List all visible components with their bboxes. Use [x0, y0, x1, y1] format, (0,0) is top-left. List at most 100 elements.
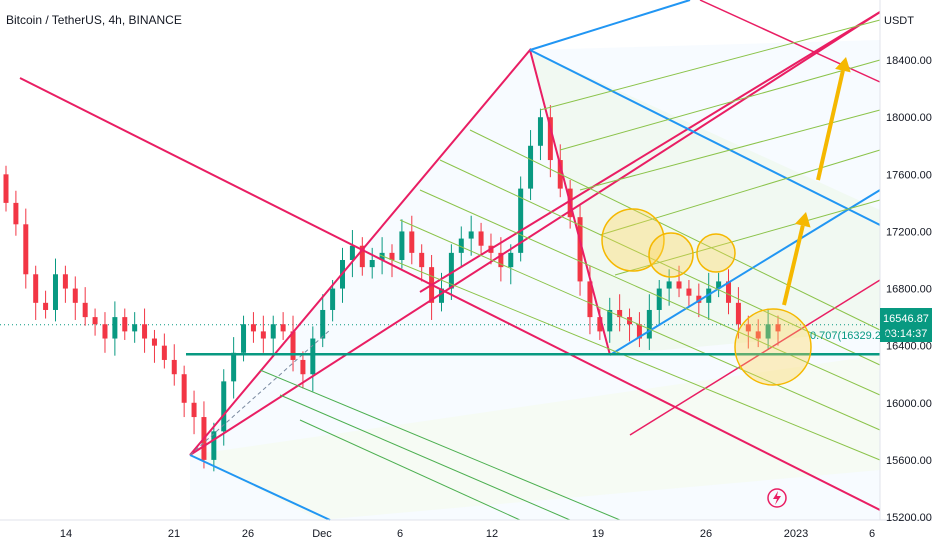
candle-body — [755, 331, 761, 339]
candle-body — [577, 217, 583, 282]
candle-body — [330, 288, 336, 310]
axis-layer — [0, 0, 932, 521]
candle-body — [547, 117, 553, 161]
candle-body — [72, 288, 78, 303]
price-tick-label: 15200.00 — [886, 512, 932, 524]
highlight-circle — [734, 308, 812, 386]
candle-body — [161, 345, 167, 360]
candle-body — [775, 324, 781, 332]
candle-body — [726, 281, 732, 303]
candle-body — [656, 288, 662, 310]
time-tick-label: 19 — [592, 528, 604, 540]
pitchfork-lower-blue — [609, 189, 881, 356]
candle-body — [696, 295, 702, 303]
candle-body — [171, 359, 177, 375]
time-axis-ticks: 14 21 26 Dec 6 12 19 26 2023 6 — [60, 528, 875, 540]
candle-body — [518, 188, 524, 253]
candle-body — [290, 331, 296, 360]
pitchfork-inner-fill — [530, 50, 880, 355]
candle-body — [458, 238, 464, 253]
candle-body — [82, 302, 88, 318]
candle-body — [260, 331, 266, 339]
pitchfork-upper-tine — [189, 11, 881, 456]
candle-body — [52, 274, 58, 310]
candle-body — [62, 274, 68, 289]
candles-layer — [3, 105, 781, 472]
time-tick-label: 6 — [869, 528, 875, 540]
time-tick-label: 2023 — [784, 528, 808, 540]
candle-body — [250, 324, 256, 332]
candle-body — [92, 317, 98, 325]
last-price-tag: 16546.87 03:14:37 — [880, 308, 932, 342]
candle-body — [607, 309, 613, 332]
pitchfork-inner-tine — [379, 254, 881, 461]
candle-body — [142, 324, 148, 339]
pitchfork-inner-tine — [419, 189, 881, 396]
price-tick-label: 16400.00 — [886, 341, 932, 353]
background-layer — [0, 40, 880, 520]
candle-body — [765, 324, 771, 339]
candle-body — [676, 281, 682, 289]
candle-body — [389, 252, 395, 260]
pitchfork-inner-tine — [599, 149, 881, 236]
currency-label: USDT — [884, 15, 914, 27]
candle-body — [359, 245, 365, 268]
lower-fan-line — [259, 369, 621, 521]
candle-body — [468, 231, 474, 239]
candle-body — [478, 231, 484, 246]
lightning-alert-icon[interactable] — [767, 488, 787, 508]
candle-body — [369, 260, 375, 268]
candle-body — [438, 288, 444, 303]
lower-parallel-pink — [629, 279, 881, 436]
time-tick-label: 21 — [168, 528, 180, 540]
lower-fan-line — [299, 419, 521, 521]
candle-body — [132, 324, 138, 332]
candle-body — [508, 252, 514, 268]
candle-body — [399, 231, 405, 260]
candle-body — [587, 281, 593, 318]
candle-body — [181, 374, 187, 403]
candle-body — [320, 309, 326, 339]
candle-body — [102, 324, 108, 339]
price-tick-label: 15600.00 — [886, 455, 932, 467]
upward-arrow-small — [782, 225, 805, 306]
time-tick-label: 26 — [242, 528, 254, 540]
price-tick-label: 18400.00 — [886, 55, 932, 67]
price-axis-ticks: 15200.00 15600.00 16000.00 16400.00 16800.00… — [886, 55, 932, 524]
candle-body — [122, 317, 128, 332]
candle-body — [33, 274, 39, 303]
candle-body — [13, 202, 19, 225]
candle-body — [300, 359, 306, 375]
candle-body — [151, 338, 157, 346]
lower-fan-fill — [190, 355, 880, 520]
candle-body — [686, 288, 692, 296]
pitchfork-inner-tine — [539, 19, 881, 111]
pitchfork-top-blue — [529, 0, 691, 51]
dashed-guide-line — [189, 329, 331, 456]
upward-arrow-small-head — [794, 212, 811, 228]
highlight-circle — [696, 233, 736, 273]
candle-body — [419, 252, 425, 268]
pitchfork-inner-tine — [399, 219, 881, 431]
candle-body — [716, 281, 722, 289]
candle-body — [270, 324, 276, 339]
candle-body — [448, 252, 454, 289]
price-tick-label: 16000.00 — [886, 398, 932, 410]
chart-title: Bitcoin / TetherUS, 4h, BINANCE — [6, 13, 182, 27]
pitchfork-upper-blue — [529, 49, 881, 226]
candle-body — [409, 231, 415, 253]
candle-body — [379, 252, 385, 260]
candle-body — [349, 245, 355, 260]
descending-trendline — [19, 77, 881, 511]
price-tick-label: 17200.00 — [886, 226, 932, 238]
candle-body — [280, 324, 286, 332]
candle-body — [211, 431, 217, 460]
candle-body — [735, 302, 741, 325]
price-tick-label: 16800.00 — [886, 284, 932, 296]
candle-body — [112, 317, 118, 339]
candle-body — [241, 324, 247, 353]
bar-countdown: 03:14:37 — [885, 328, 928, 340]
pitchfork-inner-tine — [469, 129, 881, 331]
